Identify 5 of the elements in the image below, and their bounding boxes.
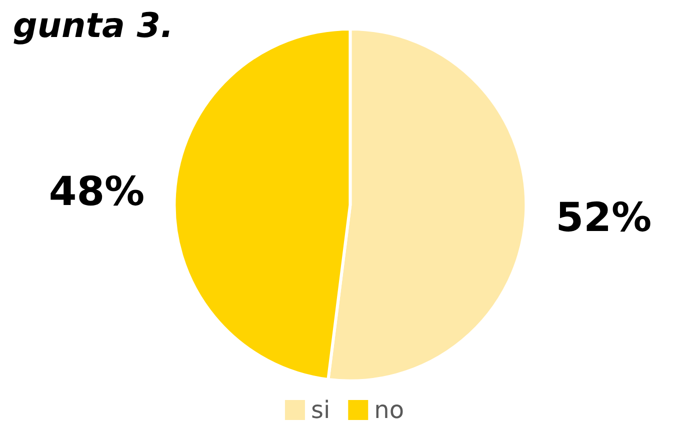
legend-label: no	[374, 396, 404, 424]
chart-title: gunta 3.	[13, 6, 174, 46]
data-label: 48%	[48, 168, 145, 215]
legend-label: si	[310, 396, 330, 424]
data-label: 52%	[556, 194, 652, 241]
